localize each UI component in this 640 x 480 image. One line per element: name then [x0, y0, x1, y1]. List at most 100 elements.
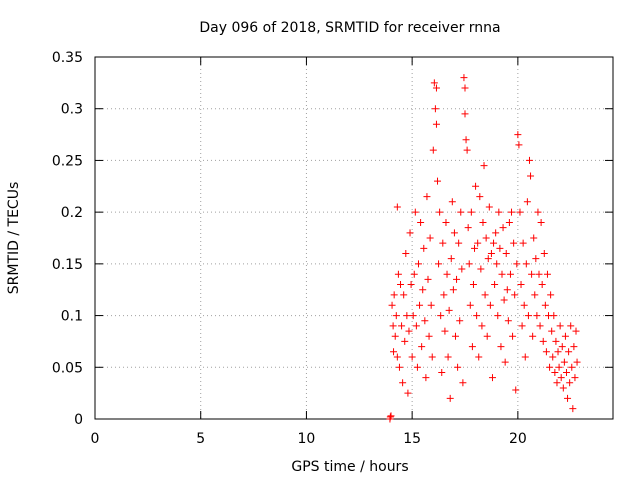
data-point [418, 343, 426, 351]
data-point [527, 172, 535, 180]
data-point [475, 353, 483, 361]
data-point [431, 105, 439, 113]
data-point [449, 286, 457, 294]
data-point [492, 229, 500, 237]
data-point [518, 322, 526, 330]
data-point [548, 327, 556, 335]
data-point [521, 353, 529, 361]
x-tick-label: 20 [509, 431, 527, 447]
data-point [484, 255, 492, 263]
y-tick-label: 0.2 [61, 205, 83, 221]
y-tick-label: 0.15 [52, 257, 83, 273]
data-point [517, 281, 525, 289]
data-point [571, 374, 579, 382]
data-point [569, 405, 577, 413]
data-point [423, 193, 431, 201]
data-point [551, 368, 559, 376]
data-point [567, 322, 575, 330]
data-point [493, 260, 501, 268]
data-point [386, 413, 394, 421]
data-point [412, 322, 420, 330]
data-point [402, 250, 410, 258]
x-tick-label: 0 [91, 431, 100, 447]
data-point [501, 358, 509, 366]
data-point [538, 281, 546, 289]
data-point [564, 394, 572, 402]
data-point [434, 177, 442, 185]
data-point [446, 394, 454, 402]
data-point [392, 312, 400, 320]
data-point [487, 250, 495, 258]
data-point [440, 291, 448, 299]
data-point [528, 270, 536, 278]
data-point [459, 379, 467, 387]
data-point [429, 146, 437, 154]
data-point [427, 301, 435, 309]
data-point [522, 260, 530, 268]
data-point [570, 343, 578, 351]
data-points [386, 74, 581, 423]
data-point [549, 353, 557, 361]
data-point [499, 224, 507, 232]
data-point [394, 270, 402, 278]
x-axis-label: GPS time / hours [291, 459, 408, 475]
data-point [465, 260, 473, 268]
data-point [460, 74, 468, 82]
data-point [408, 353, 416, 361]
data-point [455, 239, 463, 247]
data-point [450, 229, 458, 237]
data-point [520, 301, 528, 309]
data-point [467, 208, 475, 216]
data-point [500, 296, 508, 304]
data-point [536, 322, 544, 330]
data-point [390, 291, 398, 299]
data-point [417, 218, 425, 226]
data-point [503, 286, 511, 294]
y-axis-label: SRMTID / TECUs [6, 182, 22, 295]
data-point [471, 244, 479, 252]
data-point [550, 312, 558, 320]
y-tick-label: 0 [74, 412, 83, 428]
data-point [524, 312, 532, 320]
data-point [401, 337, 409, 345]
y-tick-label: 0.05 [52, 360, 83, 376]
data-point [399, 379, 407, 387]
data-point [542, 348, 550, 356]
data-point [482, 234, 490, 242]
y-tick-label: 0.25 [52, 153, 83, 169]
data-point [461, 110, 469, 118]
data-point [389, 322, 397, 330]
data-point [437, 312, 445, 320]
data-point [486, 301, 494, 309]
data-point [426, 234, 434, 242]
data-point [479, 218, 487, 226]
data-point [430, 79, 438, 87]
data-point [442, 218, 450, 226]
data-point [497, 343, 505, 351]
data-point [473, 312, 481, 320]
data-point [540, 250, 548, 258]
y-tick-label: 0.35 [52, 50, 83, 66]
data-point [425, 332, 433, 340]
data-point [445, 306, 453, 314]
plot-frame [94, 56, 614, 420]
data-point [561, 332, 569, 340]
data-point [439, 239, 447, 247]
data-point [515, 141, 523, 149]
data-point [447, 255, 455, 263]
data-point [453, 275, 461, 283]
data-point [461, 84, 469, 92]
data-point [559, 384, 567, 392]
data-point [505, 218, 513, 226]
data-point [546, 363, 554, 371]
data-point [476, 193, 484, 201]
data-point [424, 275, 432, 283]
axis-ticks: 0 0.05 0.1 0.15 0.2 0.25 0.3 0.35 0 5 10 15 20 [52, 50, 613, 447]
data-point [413, 363, 421, 371]
data-point [409, 312, 417, 320]
data-point [553, 379, 561, 387]
data-point [509, 332, 517, 340]
data-point [419, 286, 427, 294]
data-point [448, 198, 456, 206]
